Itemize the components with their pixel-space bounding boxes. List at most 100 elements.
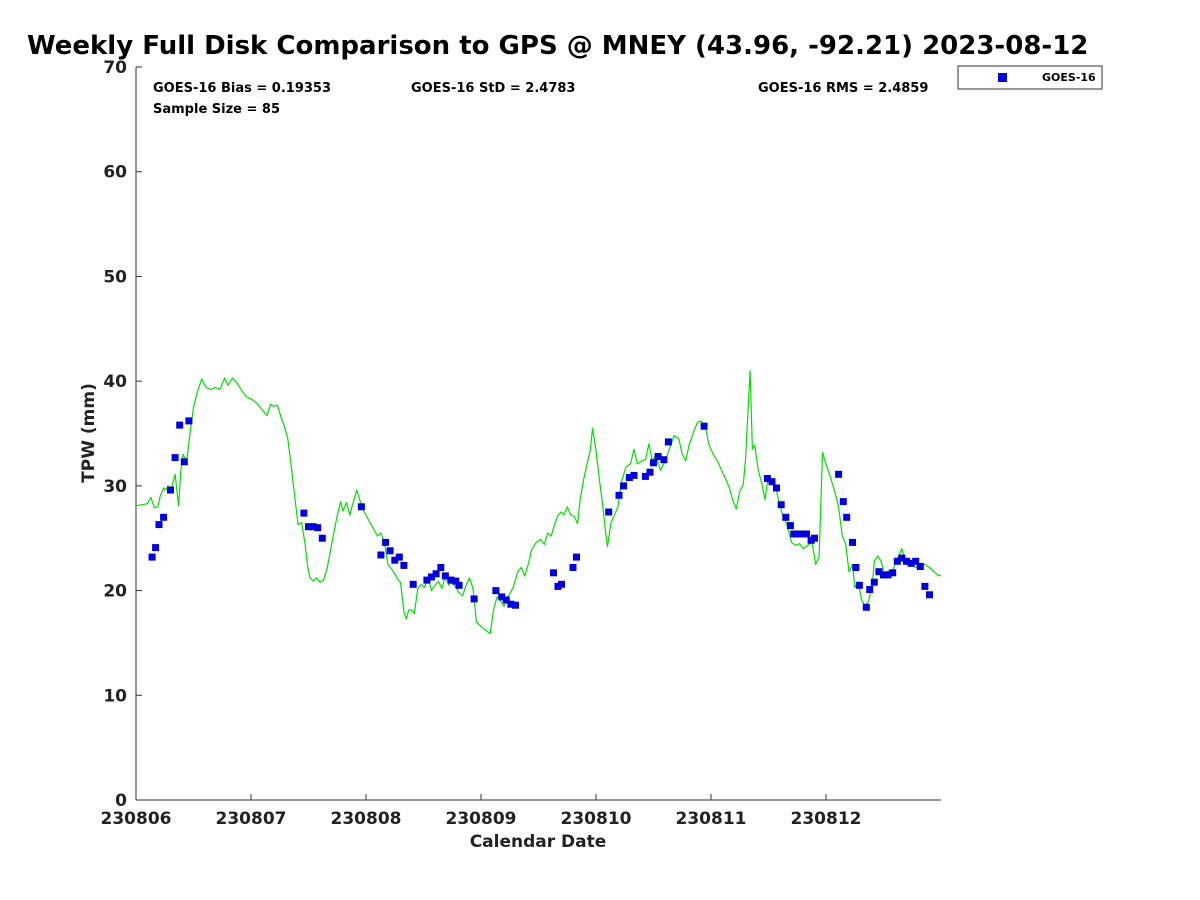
y-tick-label: 30 [103, 477, 127, 497]
goes-16-point [160, 513, 168, 521]
goes-16-point [849, 538, 856, 546]
goes-16-point [605, 508, 613, 516]
goes-16-point [921, 582, 929, 590]
goes-16-point [305, 523, 312, 531]
goes-16-point [441, 572, 449, 580]
goes-16-series [148, 417, 933, 611]
y-axis-label: TPW (mm) [79, 383, 99, 483]
goes-16-point [786, 522, 794, 530]
goes-16-point [790, 530, 798, 538]
goes-16-point [357, 503, 365, 511]
goes-16-point [862, 603, 870, 611]
gps-tpw-line [135, 370, 942, 635]
goes-16-point [573, 553, 580, 561]
y-tick-label: 50 [103, 267, 127, 287]
legend: GOES-16 [957, 65, 1103, 90]
goes-16-point [498, 593, 506, 601]
sample-size-stat: Sample Size = 85 [153, 102, 280, 117]
goes-16-point [907, 559, 915, 567]
goes-16-point [432, 570, 440, 578]
goes-16-point [773, 484, 780, 492]
goes-16-point [782, 513, 790, 521]
goes-16-point [423, 576, 431, 584]
goes-16-point [866, 586, 874, 593]
goes-16-point [558, 580, 565, 588]
x-tick-label: 230809 [446, 809, 517, 829]
goes-16-point [875, 568, 883, 576]
goes-16-point [492, 587, 500, 595]
legend-box [957, 65, 1103, 90]
goes-16-point [641, 472, 649, 480]
goes-16-point [569, 564, 577, 571]
x-tick-label: 230812 [791, 809, 862, 829]
goes-16-point [550, 569, 557, 577]
goes-16-point [898, 554, 906, 562]
goes-16-point [409, 580, 417, 588]
x-tick-label: 230811 [676, 809, 747, 829]
goes-16-point [654, 453, 662, 460]
axis-ticks: 0 10 20 30 40 50 60 70 230806 230807 230808 230809 2… [101, 58, 862, 829]
goes-16-point [152, 544, 160, 552]
goes-16-point [870, 578, 878, 586]
goes-16-point [620, 482, 628, 490]
goes-16-point [839, 498, 847, 506]
goes-16-point [646, 468, 654, 476]
goes-16-point [903, 557, 910, 565]
x-tick-label: 230806 [101, 809, 172, 829]
x-tick-label: 230808 [331, 809, 402, 829]
goes-16-point [395, 553, 403, 561]
goes-16-point [470, 595, 478, 603]
legend-marker-goes-16 [998, 73, 1007, 82]
goes-16-point [167, 486, 174, 494]
goes-16-point [803, 530, 810, 538]
goes-16-point [155, 521, 163, 529]
goes-16-point [171, 454, 179, 462]
y-tick-label: 20 [103, 582, 127, 602]
goes-16-point [502, 596, 510, 604]
goes-16-point [794, 530, 802, 538]
legend-label-goes-16: GOES-16 [1042, 71, 1096, 84]
goes-16-point [650, 459, 657, 467]
y-tick-label: 60 [103, 163, 127, 183]
goes-16-point [926, 591, 933, 599]
goes-16-point [880, 571, 887, 579]
goes-16-point [314, 524, 322, 532]
goes-16-point [912, 557, 920, 565]
goes-16-point [811, 534, 818, 542]
goes-16-point [148, 553, 156, 561]
plot-area [135, 67, 941, 801]
goes-16-point [916, 563, 924, 570]
gps-series [135, 370, 942, 635]
goes-16-point [664, 438, 672, 446]
goes-16-point [835, 470, 843, 478]
rms-stat: GOES-16 RMS = 2.4859 [758, 81, 928, 96]
goes-16-point [893, 557, 901, 565]
x-tick-label: 230810 [561, 809, 632, 829]
bias-stat: GOES-16 Bias = 0.19353 [153, 81, 331, 96]
goes-16-point [625, 474, 633, 481]
x-axis-label: Calendar Date [470, 832, 607, 852]
goes-16-point [447, 576, 455, 584]
goes-16-point [391, 556, 399, 564]
x-tick-label: 230807 [216, 809, 287, 829]
goes-16-point [660, 456, 668, 464]
std-stat: GOES-16 StD = 2.4783 [411, 81, 575, 96]
goes-16-point [777, 501, 785, 509]
goes-16-point [318, 534, 326, 542]
goes-16-point [507, 600, 515, 608]
goes-16-point [400, 561, 408, 569]
goes-16-point [382, 538, 390, 546]
goes-16-point [455, 581, 463, 589]
goes-16-point [630, 471, 638, 479]
goes-16-point [428, 573, 435, 581]
y-tick-label: 40 [103, 372, 127, 392]
goes-16-point [884, 571, 892, 579]
y-tick-label: 70 [103, 58, 127, 78]
goes-16-point [512, 601, 519, 609]
goes-16-point [180, 458, 188, 466]
chart-title: Weekly Full Disk Comparison to GPS @ MNE… [27, 31, 1088, 61]
goes-16-point [176, 421, 184, 429]
y-tick-label: 0 [115, 791, 127, 811]
goes-16-point [300, 509, 308, 517]
